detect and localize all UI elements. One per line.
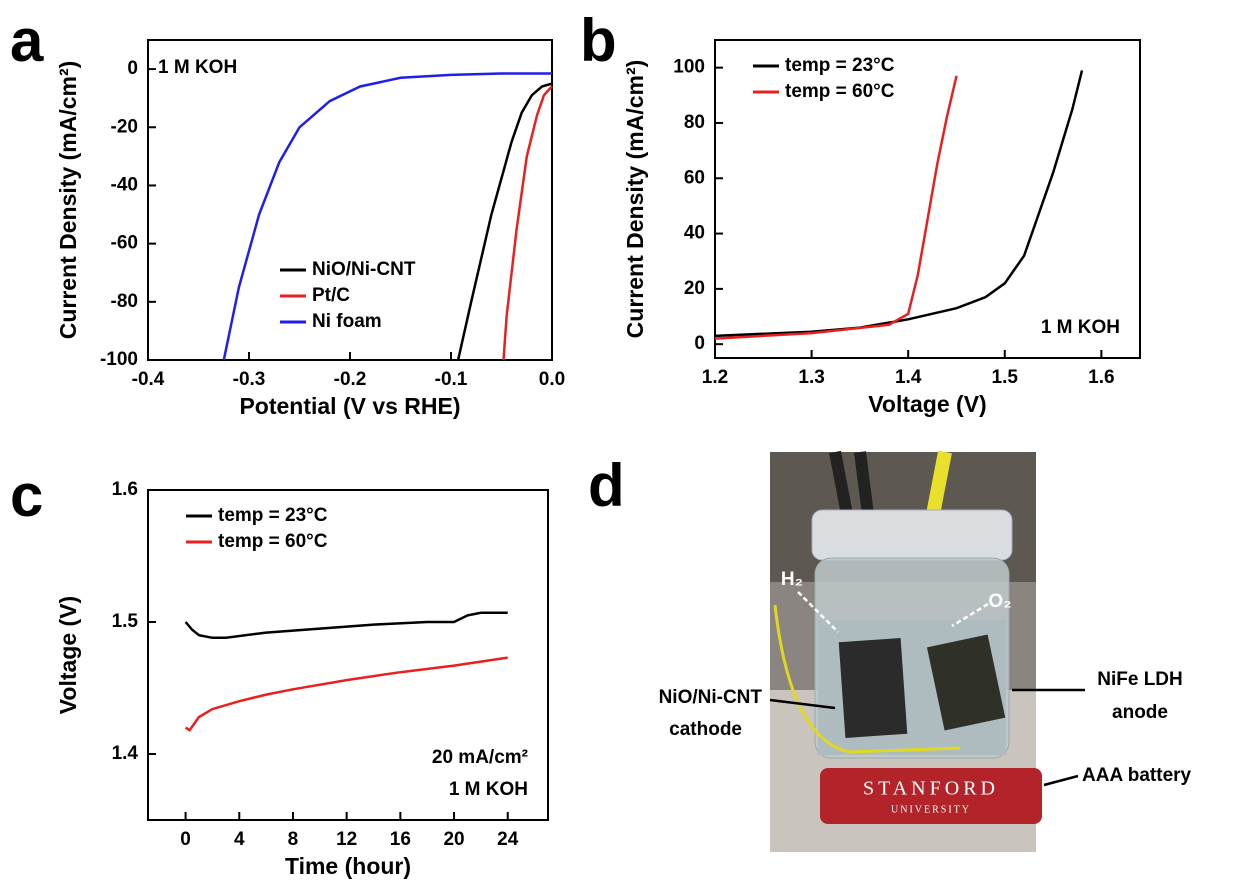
annotation: 20 mA/cm² [432,747,528,768]
arrow [951,602,989,628]
panel-label: c [10,462,43,529]
y-tick-label: 0 [694,333,705,354]
y-tick-label: 1.6 [112,479,138,500]
legend-label: NiO/Ni-CNT [312,259,416,280]
arrow [769,698,836,710]
photo-label: AAA battery [1082,765,1192,786]
y-tick-label: -20 [111,116,138,137]
panel-label: b [580,7,617,74]
y-tick-label: 1.5 [112,611,139,632]
x-tick-label: 0.0 [539,369,565,390]
x-axis-label: Potential (V vs RHE) [239,393,460,419]
legend-label: temp = 60°C [785,81,895,102]
legend-label: temp = 60°C [218,531,328,552]
photo-label: NiFe LDH [1097,669,1183,690]
photo-label: cathode [669,719,742,740]
legend-label: Ni foam [312,311,382,332]
y-tick-label: 20 [684,278,705,299]
legend-label: temp = 23°C [218,505,328,526]
arrow [797,591,839,633]
plot-frame [714,39,1141,359]
y-axis-label: Current Density (mA/cm²) [55,61,81,340]
x-tick-label: -0.4 [132,369,165,390]
x-tick-label: 0 [180,829,191,850]
x-axis-label: Time (hour) [285,853,411,879]
x-tick-label: -0.3 [233,369,266,390]
photo-label: NiO/Ni-CNT [659,687,763,708]
chart: b 1.2 1.3 1.4 1.5 1.6 0 20 40 60 80 100 Voltage (V) C… [580,7,1141,417]
x-tick-label: 1.3 [798,367,824,388]
y-tick-label: -100 [100,349,138,370]
x-tick-label: 8 [288,829,299,850]
panel-label: d [588,452,625,519]
y-tick-label: 80 [684,112,705,133]
x-tick-label: 1.6 [1088,367,1114,388]
plot-frame [147,489,549,821]
x-tick-label: 4 [234,829,245,850]
y-tick-label: 0 [127,58,138,79]
y-tick-label: 100 [673,57,705,78]
battery-text: UNIVERSITY [891,804,971,815]
y-tick-label: -80 [111,291,138,312]
x-tick-label: 16 [390,829,411,850]
anode-electrode [926,634,1006,731]
annotation: 1 M KOH [1041,317,1120,338]
x-axis-label: Voltage (V) [868,391,986,417]
legend-label: temp = 23°C [785,55,895,76]
y-tick-label: -60 [111,233,138,254]
panel-label: a [10,7,44,74]
legend-label: Pt/C [312,285,350,306]
y-axis-label: Current Density (mA/cm²) [622,60,648,339]
x-tick-label: 24 [497,829,519,850]
data-line [222,72,552,361]
data-line [184,611,508,640]
battery [820,768,1042,824]
x-tick-label: -0.1 [435,369,468,390]
cathode-electrode [838,637,908,739]
chart: a -0.4 -0.3 -0.2 -0.1 0.0 -100 -80 -60 -40 -20 0 Pot… [10,7,565,419]
x-tick-label: 1.2 [702,367,728,388]
x-tick-label: 1.5 [992,367,1019,388]
chart: c 0 4 8 12 16 20 24 1.4 1.5 1.6 Time (hour) Voltage … [10,462,549,879]
arrow [1043,774,1079,787]
x-tick-label: 12 [336,829,357,850]
photo-label: H₂ [781,569,803,590]
y-axis-label: Voltage (V) [55,596,81,714]
annotation: 1 M KOH [158,57,237,78]
x-tick-label: 1.4 [895,367,922,388]
data-line [714,70,1084,338]
battery-text: STANFORD [863,778,999,800]
photo-label: anode [1112,702,1168,723]
y-tick-label: -40 [111,174,138,195]
x-tick-label: 20 [443,829,464,850]
data-line [502,85,553,361]
jar-lid [811,509,1013,561]
y-tick-label: 60 [684,167,705,188]
y-tick-label: 40 [684,223,705,244]
data-line [714,75,958,340]
data-line [456,82,553,361]
annotation: 1 M KOH [449,779,528,800]
data-line [184,656,508,732]
x-tick-label: -0.2 [334,369,367,390]
photo-panel: STANFORD UNIVERSITY [770,450,1042,852]
photo-label: O₂ [988,591,1011,612]
wire [773,604,961,754]
y-tick-label: 1.4 [112,743,139,764]
